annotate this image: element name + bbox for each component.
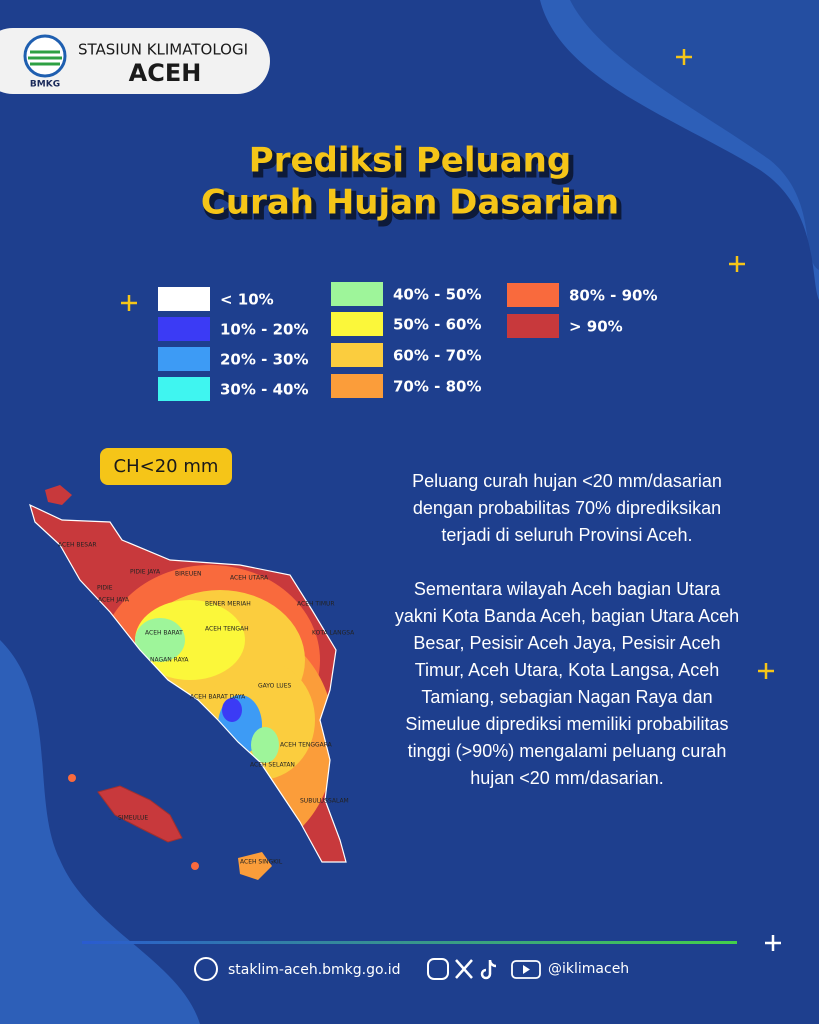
logo-text: BMKG <box>30 80 60 90</box>
logo-lines <box>28 50 62 66</box>
legend-label: 80% - 90% <box>569 287 657 305</box>
badge-box <box>100 448 232 485</box>
bg-curve <box>570 0 819 270</box>
youtube-play <box>523 965 530 974</box>
region-label: ACEH TENGGARA <box>280 742 333 749</box>
region-label: BENER MERIAH <box>205 601 251 608</box>
island <box>238 852 272 880</box>
title-shadow: Prediksi Peluang <box>252 145 574 185</box>
legend-swatch <box>158 377 210 401</box>
header-pill <box>0 28 270 94</box>
legend-label: 40% - 50% <box>393 286 481 304</box>
legend-label: < 10% <box>220 291 274 309</box>
region-label: GAYO LUES <box>258 683 291 690</box>
instagram-icon <box>427 958 449 980</box>
youtube-icon <box>511 960 541 979</box>
region-label: SIMEULUE <box>118 815 148 822</box>
legend-swatch <box>158 287 210 311</box>
legend-swatch <box>158 317 210 341</box>
map-outline <box>29 503 347 863</box>
footer-line <box>82 941 737 944</box>
paragraph: Peluang curah hujan <20 mm/dasarian deng… <box>412 471 722 545</box>
region-label: KOTA LANGSA <box>312 630 355 637</box>
region-label: ACEH BESAR <box>58 542 97 549</box>
region-label: NAGAN RAYA <box>150 657 189 664</box>
region-label: ACEH JAYA <box>98 597 130 604</box>
legend: < 10% 10% - 20% 20% - 30% 30% - 40% 40% - 50… <box>158 282 657 401</box>
legend-swatch <box>331 343 383 367</box>
legend-label: 70% - 80% <box>393 378 481 396</box>
island <box>191 862 199 870</box>
island <box>97 785 183 843</box>
legend-label: > 90% <box>569 318 623 336</box>
title-line: Curah Hujan Dasarian <box>201 183 619 223</box>
region-label: ACEH TIMUR <box>297 601 335 608</box>
logo <box>23 34 67 78</box>
region-label: SUBULUSSALAM <box>300 798 349 805</box>
website: staklim-aceh.bmkg.go.id <box>228 962 401 978</box>
legend-label: 30% - 40% <box>220 381 308 399</box>
legend-swatch <box>331 282 383 306</box>
social-handle: @iklimaceh <box>548 961 629 977</box>
legend-swatch <box>507 314 559 338</box>
x-icon <box>455 959 473 979</box>
legend-label: 60% - 70% <box>393 347 481 365</box>
region-label: ACEH BARAT <box>145 630 183 637</box>
legend-label: 50% - 60% <box>393 316 481 334</box>
region-label: ACEH BARAT DAYA <box>190 694 246 701</box>
station: ACEH <box>129 59 202 87</box>
tiktok-icon <box>480 959 497 980</box>
decor-plus <box>765 935 781 951</box>
title-shadow: Curah Hujan Dasarian <box>204 187 622 227</box>
map: ACEH BESAR PIDIE JAYA BIREUEN ACEH UTARA PID… <box>29 485 355 880</box>
legend-swatch <box>507 283 559 307</box>
region-label: PIDIE <box>97 585 113 592</box>
region-label: ACEH TENGAH <box>205 626 249 633</box>
legend-swatch <box>158 347 210 371</box>
description: Peluang curah hujan <20 mm/dasarian deng… <box>392 468 742 819</box>
region-label: ACEH SELATAN <box>250 762 295 769</box>
badge: CH<20 mm <box>114 456 219 477</box>
bg-curve <box>0 640 200 1024</box>
island <box>45 485 72 505</box>
region-label: BIREUEN <box>175 571 202 578</box>
web-icon <box>194 957 218 981</box>
legend-swatch <box>331 374 383 398</box>
region-label: ACEH UTARA <box>230 575 269 582</box>
island <box>68 774 76 782</box>
agency: STASIUN KLIMATOLOGI <box>78 41 248 59</box>
legend-label: 10% - 20% <box>220 321 308 339</box>
paragraph: Sementara wilayah Aceh bagian Utara yakn… <box>394 579 740 788</box>
decor-plus <box>121 49 774 679</box>
region-label: ACEH SINGKIL <box>240 859 283 866</box>
title-line: Prediksi Peluang <box>249 141 571 181</box>
legend-label: 20% - 30% <box>220 351 308 369</box>
legend-swatch <box>331 312 383 336</box>
region-label: PIDIE JAYA <box>130 569 161 576</box>
